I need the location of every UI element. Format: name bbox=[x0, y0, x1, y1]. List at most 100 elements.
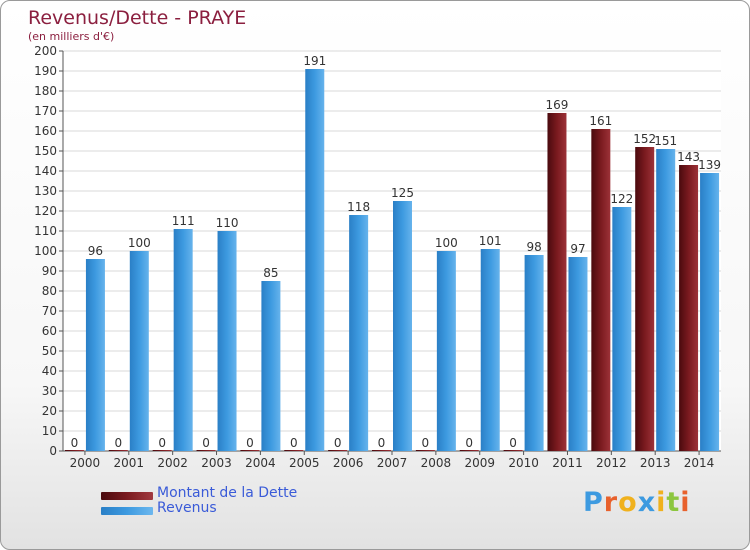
data-label-revenus: 101 bbox=[479, 234, 502, 248]
data-label-revenus: 191 bbox=[303, 54, 326, 68]
logo-letter: i bbox=[680, 487, 691, 518]
data-label-dette: 0 bbox=[202, 436, 210, 450]
y-tick-label: 130 bbox=[34, 184, 57, 198]
data-label-dette: 0 bbox=[71, 436, 79, 450]
bar-dette bbox=[503, 450, 523, 451]
y-tick-label: 140 bbox=[34, 164, 57, 178]
bar-revenus bbox=[85, 259, 105, 451]
y-tick-label: 10 bbox=[42, 424, 57, 438]
y-tick-label: 120 bbox=[34, 204, 57, 218]
bar-dette bbox=[679, 165, 699, 451]
y-tick-label: 100 bbox=[34, 244, 57, 258]
bar-revenus bbox=[173, 229, 193, 451]
y-tick-label: 70 bbox=[42, 304, 57, 318]
x-tick-label: 2005 bbox=[289, 456, 320, 470]
data-label-dette: 161 bbox=[589, 114, 612, 128]
x-tick-label: 2006 bbox=[333, 456, 364, 470]
bar-dette bbox=[152, 450, 172, 451]
bar-revenus bbox=[217, 231, 237, 451]
bar-revenus bbox=[612, 207, 632, 451]
bar-dette bbox=[284, 450, 304, 451]
y-tick-label: 40 bbox=[42, 364, 57, 378]
y-tick-label: 30 bbox=[42, 384, 57, 398]
data-label-revenus: 139 bbox=[698, 158, 721, 172]
x-tick-label: 2000 bbox=[70, 456, 101, 470]
y-tick-label: 0 bbox=[49, 444, 57, 458]
data-label-revenus: 125 bbox=[391, 186, 414, 200]
logo-letter: x bbox=[637, 487, 657, 518]
bar-dette bbox=[108, 450, 128, 451]
x-tick-label: 2009 bbox=[464, 456, 495, 470]
x-tick-label: 2004 bbox=[245, 456, 276, 470]
data-label-revenus: 110 bbox=[216, 216, 239, 230]
y-tick-label: 50 bbox=[42, 344, 57, 358]
logo-letter: P bbox=[583, 487, 604, 518]
bar-revenus bbox=[656, 149, 676, 451]
bar-dette bbox=[459, 450, 479, 451]
y-tick-label: 170 bbox=[34, 104, 57, 118]
x-tick-label: 2008 bbox=[421, 456, 452, 470]
x-tick-label: 2010 bbox=[508, 456, 539, 470]
bar-dette bbox=[240, 450, 260, 451]
x-tick-label: 2002 bbox=[157, 456, 188, 470]
y-tick-label: 190 bbox=[34, 64, 57, 78]
data-label-revenus: 97 bbox=[570, 242, 585, 256]
data-label-revenus: 85 bbox=[263, 266, 278, 280]
bar-dette bbox=[591, 129, 611, 451]
chart-subtitle: (en milliers d'€) bbox=[28, 30, 115, 43]
bar-revenus bbox=[261, 281, 281, 451]
x-tick-label: 2014 bbox=[684, 456, 715, 470]
bar-dette bbox=[635, 147, 655, 451]
bar-revenus bbox=[305, 69, 325, 451]
data-label-revenus: 100 bbox=[128, 236, 151, 250]
logo-letter: t bbox=[666, 487, 681, 518]
y-tick-label: 80 bbox=[42, 284, 57, 298]
data-label-revenus: 98 bbox=[526, 240, 541, 254]
y-tick-label: 110 bbox=[34, 224, 57, 238]
data-label-revenus: 96 bbox=[88, 244, 103, 258]
x-tick-label: 2011 bbox=[552, 456, 583, 470]
data-label-revenus: 151 bbox=[654, 134, 677, 148]
y-tick-label: 90 bbox=[42, 264, 57, 278]
data-label-dette: 0 bbox=[246, 436, 254, 450]
data-label-dette: 0 bbox=[422, 436, 430, 450]
bar-dette bbox=[196, 450, 216, 451]
bar-revenus bbox=[480, 249, 500, 451]
data-label-dette: 0 bbox=[290, 436, 298, 450]
legend-label-revenus: Revenus bbox=[157, 500, 217, 516]
legend-swatch-revenus bbox=[101, 507, 153, 515]
logo-letter: r bbox=[603, 487, 619, 518]
bar-revenus bbox=[700, 173, 720, 451]
x-tick-label: 2007 bbox=[377, 456, 408, 470]
x-tick-label: 2001 bbox=[114, 456, 145, 470]
y-tick-label: 180 bbox=[34, 84, 57, 98]
data-label-dette: 0 bbox=[509, 436, 517, 450]
data-label-dette: 143 bbox=[677, 150, 700, 164]
proxiti-logo: Proxiti bbox=[583, 487, 691, 518]
y-tick-label: 150 bbox=[34, 144, 57, 158]
bar-revenus bbox=[393, 201, 412, 451]
x-tick-label: 2012 bbox=[596, 456, 627, 470]
y-tick-label: 60 bbox=[42, 324, 57, 338]
data-label-dette: 169 bbox=[546, 98, 569, 112]
data-label-revenus: 111 bbox=[172, 214, 195, 228]
bar-dette bbox=[547, 113, 567, 451]
bar-dette bbox=[415, 450, 435, 451]
data-label-dette: 0 bbox=[465, 436, 473, 450]
legend-swatch-dette bbox=[101, 492, 153, 500]
logo-letter: i bbox=[656, 487, 667, 518]
bar-revenus bbox=[524, 255, 544, 451]
data-label-dette: 0 bbox=[158, 436, 166, 450]
bar-revenus bbox=[349, 215, 369, 451]
y-tick-label: 20 bbox=[42, 404, 57, 418]
logo-letter: o bbox=[618, 487, 638, 518]
chart-title: Revenus/Dette - PRAYE bbox=[28, 7, 247, 29]
data-label-dette: 152 bbox=[633, 132, 656, 146]
bar-dette bbox=[328, 450, 348, 451]
data-label-revenus: 100 bbox=[435, 236, 458, 250]
data-label-dette: 0 bbox=[378, 436, 386, 450]
data-label-dette: 0 bbox=[334, 436, 342, 450]
y-tick-label: 160 bbox=[34, 124, 57, 138]
legend-label-dette: Montant de la Dette bbox=[157, 485, 298, 501]
